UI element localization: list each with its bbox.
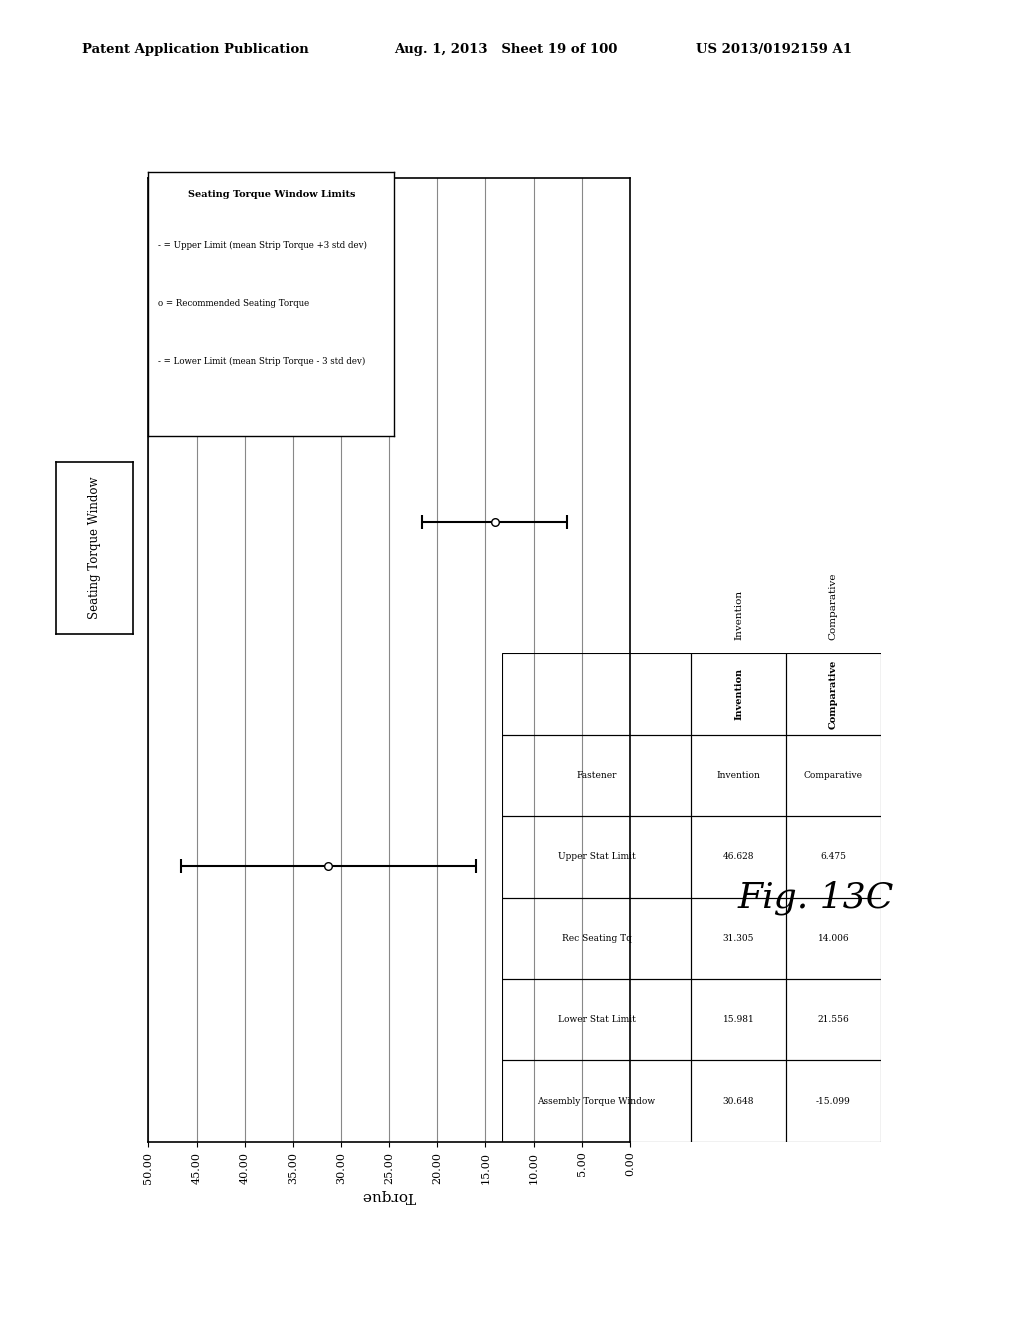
- Text: Comparative: Comparative: [828, 573, 838, 640]
- Text: -15.099: -15.099: [816, 1097, 851, 1106]
- Bar: [502, 979, 691, 1060]
- Text: o = Recommended Seating Torque: o = Recommended Seating Torque: [159, 300, 309, 308]
- Text: Comparative: Comparative: [828, 660, 838, 729]
- Bar: [691, 898, 786, 979]
- Text: Seating Torque Window: Seating Torque Window: [88, 477, 101, 619]
- Text: Invention: Invention: [734, 668, 743, 721]
- Bar: [786, 653, 881, 735]
- Text: 15.981: 15.981: [723, 1015, 755, 1024]
- Bar: [691, 735, 786, 816]
- Bar: [502, 1060, 691, 1142]
- Bar: [786, 979, 881, 1060]
- Bar: [502, 816, 691, 898]
- Bar: [786, 735, 881, 816]
- Bar: [502, 735, 691, 816]
- Text: Comparative: Comparative: [804, 771, 863, 780]
- Text: Patent Application Publication: Patent Application Publication: [82, 42, 308, 55]
- Bar: [691, 979, 786, 1060]
- Text: US 2013/0192159 A1: US 2013/0192159 A1: [696, 42, 852, 55]
- Text: Invention: Invention: [717, 771, 761, 780]
- Text: Fastener: Fastener: [577, 771, 616, 780]
- Text: Assembly Torque Window: Assembly Torque Window: [538, 1097, 655, 1106]
- Bar: [691, 1060, 786, 1142]
- X-axis label: Torque: Torque: [362, 1189, 416, 1203]
- Bar: [786, 816, 881, 898]
- Text: Upper Stat Limit: Upper Stat Limit: [558, 853, 635, 862]
- Text: 31.305: 31.305: [723, 933, 755, 942]
- Text: Invention: Invention: [734, 590, 743, 640]
- Bar: [786, 1060, 881, 1142]
- Text: 30.648: 30.648: [723, 1097, 755, 1106]
- Bar: [786, 898, 881, 979]
- Bar: [691, 653, 786, 735]
- Bar: [502, 653, 691, 735]
- Bar: [502, 898, 691, 979]
- Text: Rec Seating Tq: Rec Seating Tq: [561, 933, 632, 942]
- Text: - = Lower Limit (mean Strip Torque - 3 std dev): - = Lower Limit (mean Strip Torque - 3 s…: [159, 358, 366, 366]
- Text: 6.475: 6.475: [820, 853, 846, 862]
- Text: Aug. 1, 2013   Sheet 19 of 100: Aug. 1, 2013 Sheet 19 of 100: [394, 42, 617, 55]
- Text: Lower Stat Limit: Lower Stat Limit: [557, 1015, 636, 1024]
- Text: - = Upper Limit (mean Strip Torque +3 std dev): - = Upper Limit (mean Strip Torque +3 st…: [159, 242, 368, 249]
- Text: 46.628: 46.628: [723, 853, 755, 862]
- Text: Fig. 13C: Fig. 13C: [737, 880, 894, 915]
- Bar: [691, 816, 786, 898]
- Text: Seating Torque Window Limits: Seating Torque Window Limits: [187, 190, 355, 199]
- Text: 14.006: 14.006: [817, 933, 849, 942]
- Text: 21.556: 21.556: [817, 1015, 849, 1024]
